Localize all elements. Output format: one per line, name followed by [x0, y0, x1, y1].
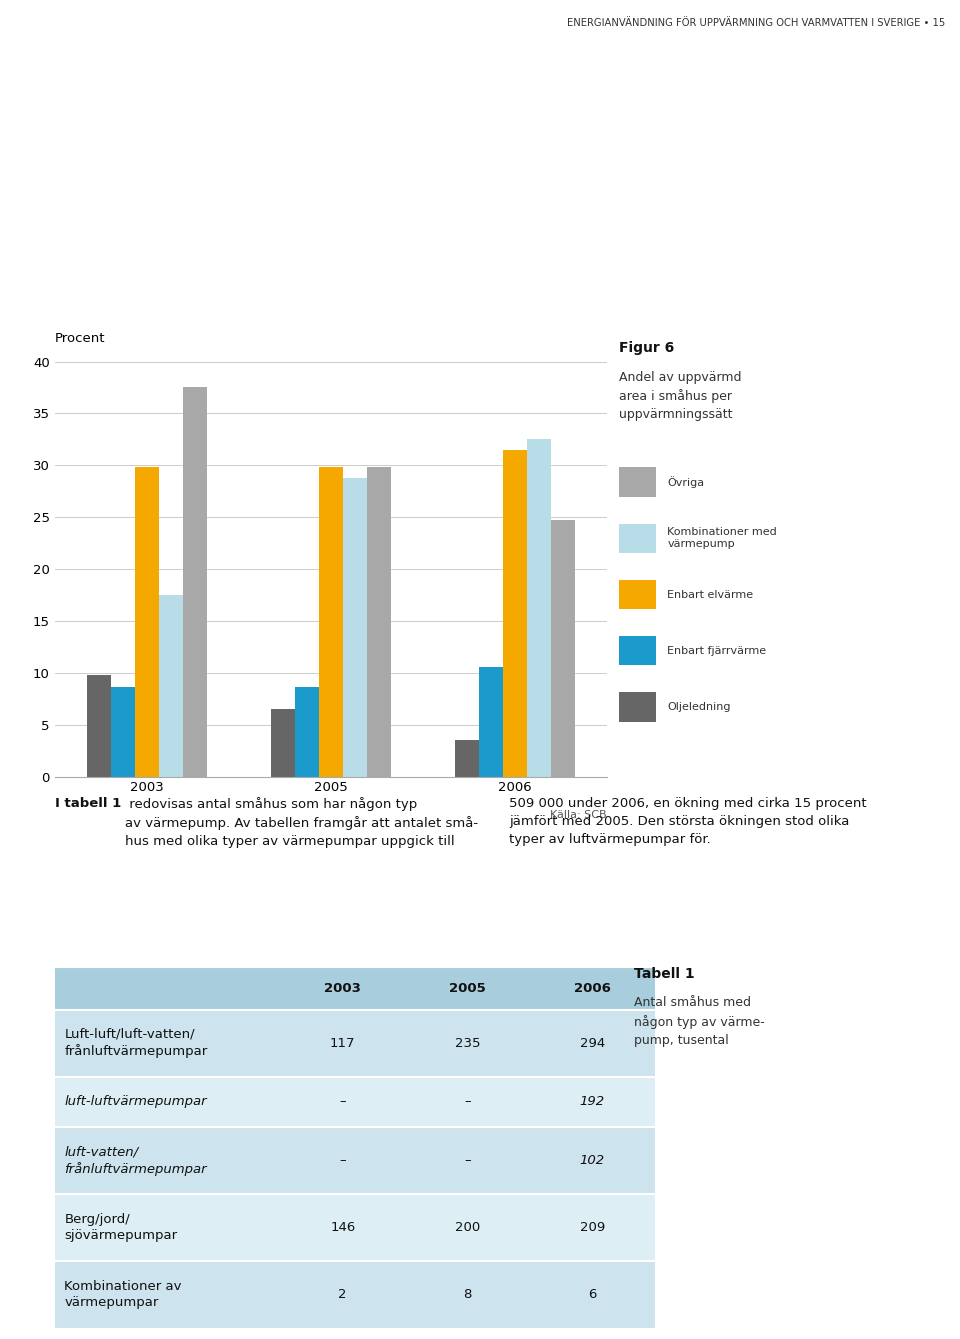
Text: –: –: [340, 1095, 346, 1109]
Text: 2: 2: [339, 1288, 347, 1302]
Text: 117: 117: [330, 1036, 355, 1050]
Text: 6: 6: [588, 1288, 596, 1302]
Text: 192: 192: [580, 1095, 605, 1109]
Bar: [319, 467, 343, 777]
Text: 2006: 2006: [574, 981, 611, 995]
Text: 294: 294: [580, 1036, 605, 1050]
Text: Luft-luft/luft-vatten/
frånluftvärmepumpar: Luft-luft/luft-vatten/ frånluftvärmepump…: [64, 1028, 207, 1058]
Bar: [367, 467, 391, 777]
Text: 200: 200: [455, 1221, 480, 1235]
Text: Figur 6: Figur 6: [619, 341, 675, 355]
Bar: [551, 521, 574, 777]
Text: –: –: [340, 1154, 346, 1168]
Text: 102: 102: [580, 1154, 605, 1168]
Text: Tabell 1: Tabell 1: [634, 967, 694, 980]
Text: Procent: Procent: [55, 332, 106, 345]
Bar: [134, 467, 158, 777]
Text: Andel av uppvärmd
area i småhus per
uppvärmningssätt: Andel av uppvärmd area i småhus per uppv…: [619, 371, 742, 422]
Bar: [182, 387, 206, 777]
Bar: [110, 687, 134, 777]
Text: 235: 235: [455, 1036, 480, 1050]
Bar: [455, 740, 479, 777]
Text: Oljeledning: Oljeledning: [667, 702, 731, 712]
Bar: [343, 478, 367, 777]
Text: Antal småhus med
någon typ av värme-
pump, tusental: Antal småhus med någon typ av värme- pum…: [634, 996, 764, 1047]
Text: 2005: 2005: [449, 981, 486, 995]
Text: Berg/jord/
sjövärmepumpar: Berg/jord/ sjövärmepumpar: [64, 1213, 178, 1243]
Bar: [295, 687, 319, 777]
Bar: [527, 439, 551, 777]
Text: –: –: [465, 1154, 470, 1168]
Bar: [158, 595, 182, 777]
Text: Källa: SCB: Källa: SCB: [550, 810, 607, 819]
Text: luft-luftvärmepumpar: luft-luftvärmepumpar: [64, 1095, 207, 1109]
Text: 2003: 2003: [324, 981, 361, 995]
Text: 209: 209: [580, 1221, 605, 1235]
Text: luft-vatten/
frånluftvärmepumpar: luft-vatten/ frånluftvärmepumpar: [64, 1146, 207, 1176]
Bar: [503, 450, 527, 777]
Text: Kombinationer med
värmepump: Kombinationer med värmepump: [667, 528, 777, 549]
Text: 146: 146: [330, 1221, 355, 1235]
Text: redovisas antal småhus som har någon typ
av värmepump. Av tabellen framgår att a: redovisas antal småhus som har någon typ…: [125, 797, 478, 848]
Text: Kombinationer av
värmepumpar: Kombinationer av värmepumpar: [64, 1280, 181, 1310]
Text: Enbart fjärrvärme: Enbart fjärrvärme: [667, 645, 766, 656]
Text: I tabell 1: I tabell 1: [55, 797, 121, 810]
Text: ENERGIANVÄNDNING FÖR UPPVÄRMNING OCH VARMVATTEN I SVERIGE • 15: ENERGIANVÄNDNING FÖR UPPVÄRMNING OCH VAR…: [567, 17, 946, 28]
Bar: [479, 667, 503, 777]
Text: Övriga: Övriga: [667, 477, 705, 487]
Bar: [87, 675, 110, 777]
Text: –: –: [465, 1095, 470, 1109]
Text: Enbart elvärme: Enbart elvärme: [667, 589, 754, 600]
Bar: [271, 710, 295, 777]
Text: 8: 8: [464, 1288, 471, 1302]
Text: 509 000 under 2006, en ökning med cirka 15 procent
jämfört med 2005. Den största: 509 000 under 2006, en ökning med cirka …: [509, 797, 867, 846]
